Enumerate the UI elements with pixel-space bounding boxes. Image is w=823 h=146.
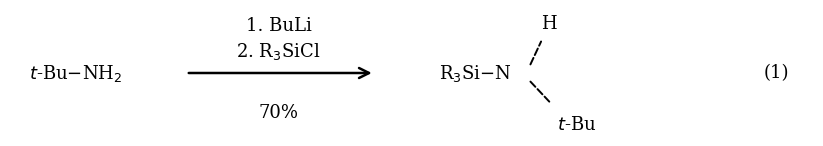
- Text: 2. R$_3$SiCl: 2. R$_3$SiCl: [236, 41, 321, 62]
- Text: 1. BuLi: 1. BuLi: [246, 17, 312, 35]
- Text: R$_3$Si−N: R$_3$Si−N: [439, 62, 512, 84]
- Text: 70%: 70%: [258, 104, 299, 122]
- Text: $t$-Bu−NH$_2$: $t$-Bu−NH$_2$: [29, 62, 122, 84]
- Text: (1): (1): [764, 64, 789, 82]
- Text: H: H: [542, 15, 557, 33]
- Text: $t$-Bu: $t$-Bu: [557, 116, 597, 134]
